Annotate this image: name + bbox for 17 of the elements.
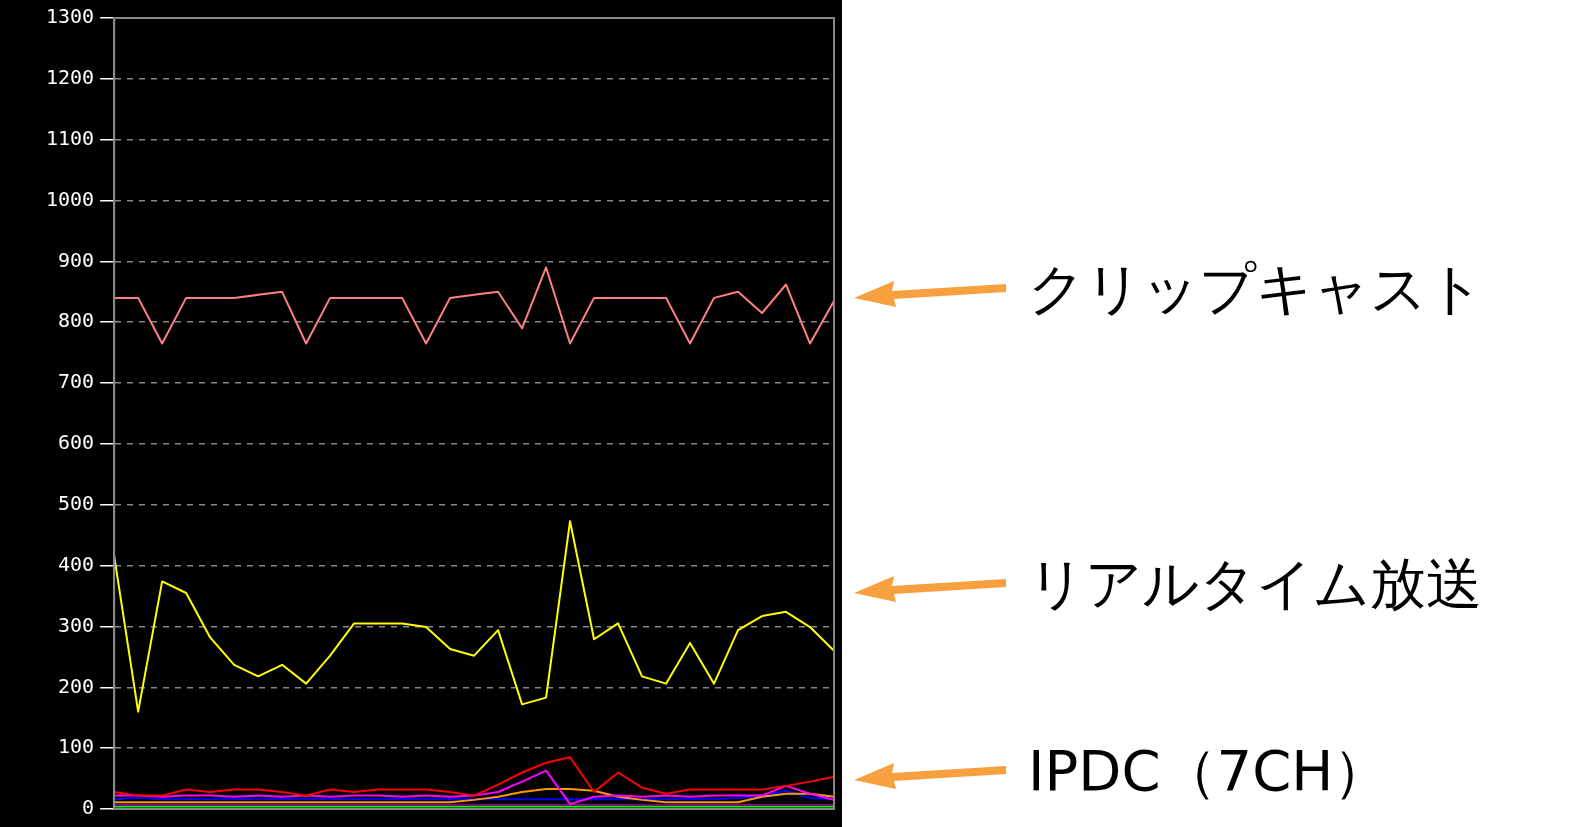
y-tick-label: 1000 [45, 186, 95, 211]
y-tick-label: 700 [58, 369, 95, 394]
text: クリップキャスト [1028, 255, 1484, 323]
y-tick-label: 500 [58, 490, 95, 515]
y-tick-label: 400 [58, 551, 95, 576]
y-tick-label: 300 [58, 612, 95, 637]
y-tick-label: 100 [58, 734, 95, 759]
y-tick-label: 1100 [45, 125, 95, 150]
y-tick-label: 200 [58, 673, 95, 698]
y-tick-label: 0 [82, 795, 95, 820]
text: リアルタイム放送 [1028, 550, 1482, 618]
y-tick-label: 800 [58, 308, 95, 333]
y-tick-label: 1200 [45, 65, 95, 90]
y-tick-label: 600 [58, 430, 95, 455]
y-tick-label: 900 [58, 247, 95, 272]
y-tick-label: 1300 [45, 4, 95, 29]
text: IPDC（7CH） [1028, 737, 1390, 805]
